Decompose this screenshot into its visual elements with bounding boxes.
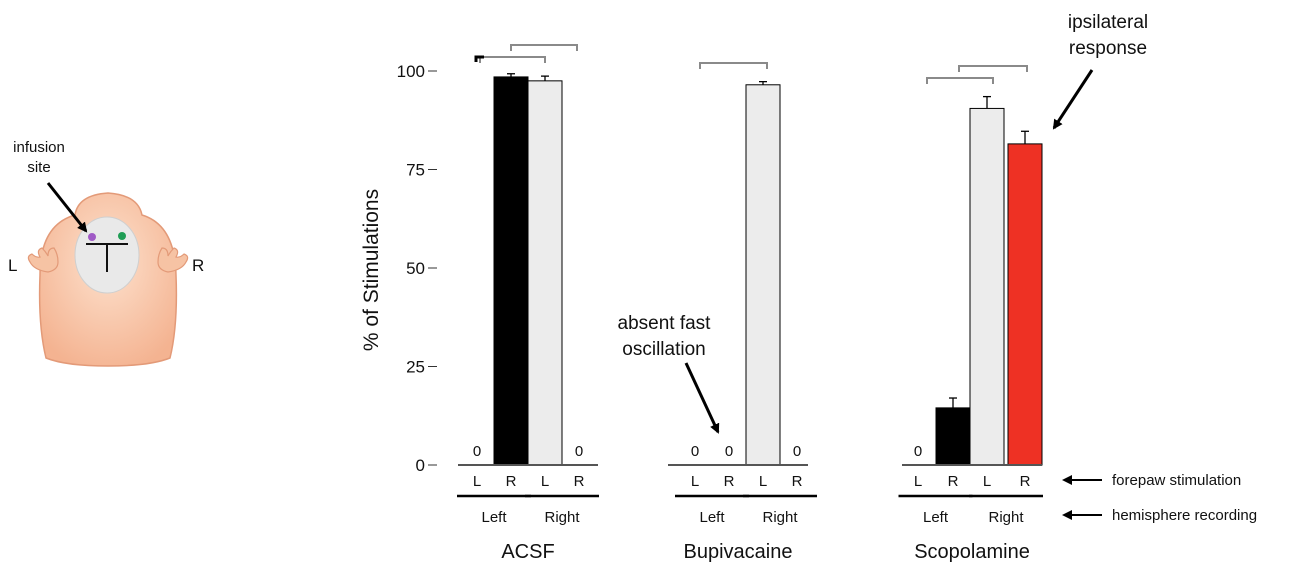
absent-annotation-line1: absent fast — [618, 313, 712, 334]
chart-title: Scopolamine — [914, 541, 1030, 563]
x-tick-label: R — [574, 473, 585, 490]
x-tick-label: R — [506, 473, 517, 490]
zero-value-label: 0 — [914, 443, 922, 460]
group-label: Left — [699, 509, 725, 526]
pup-right-label: R — [192, 256, 204, 275]
annotations: absent fast oscillation ipsilateral resp… — [618, 12, 1258, 524]
ipsilateral-annotation-line1: ipsilateral — [1068, 12, 1148, 33]
y-tick-label: 0 — [416, 456, 425, 475]
x-tick-label: L — [473, 473, 481, 490]
bar — [1007, 143, 1043, 466]
bar-charts: 0 L R L 0 R Left Right ACSF 0 L 0 R L 0 R Left Right Bupiv… — [457, 44, 1043, 563]
bar — [935, 407, 971, 466]
x-tick-label: L — [541, 473, 549, 490]
zero-value-label: 0 — [473, 443, 481, 460]
group-label: Right — [544, 509, 580, 526]
chart-0: 0 L R L 0 R Left Right ACSF — [457, 44, 599, 563]
zero-value-label: 0 — [575, 443, 583, 460]
chart-title: Bupivacaine — [684, 541, 793, 563]
significance-bracket — [958, 65, 1028, 72]
x-tick-label: L — [691, 473, 699, 490]
recording-site-dot — [118, 232, 126, 240]
zero-value-label: 0 — [725, 443, 733, 460]
y-tick-label: 100 — [397, 62, 425, 81]
absent-annotation-arrow — [684, 362, 720, 434]
forepaw-annotation-label: forepaw stimulation — [1112, 472, 1241, 489]
x-tick-label: R — [724, 473, 735, 490]
x-tick-label: L — [914, 473, 922, 490]
bracket-mark — [474, 55, 484, 62]
y-axis-ticks: 0 25 50 75 100 — [397, 62, 437, 475]
y-tick-label: 50 — [406, 259, 425, 278]
ipsilateral-annotation-line2: response — [1069, 38, 1147, 59]
right-forepaw-shape — [157, 247, 189, 273]
x-tick-label: L — [983, 473, 991, 490]
x-tick-label: L — [759, 473, 767, 490]
hemisphere-annotation-label: hemisphere recording — [1112, 507, 1257, 524]
significance-bracket — [479, 56, 546, 63]
bar — [493, 76, 529, 466]
group-label: Right — [988, 509, 1024, 526]
infusion-arrow — [46, 182, 88, 233]
significance-bracket — [510, 44, 578, 51]
chart-2: 0 L R L R Left Right Scopolamine — [898, 65, 1043, 563]
x-tick-label: R — [1020, 473, 1031, 490]
y-tick-label: 75 — [406, 161, 425, 180]
absent-annotation-line2: oscillation — [622, 339, 705, 360]
group-label: Right — [762, 509, 798, 526]
y-axis-label: % of Stimulations — [360, 189, 383, 351]
bar — [745, 84, 781, 466]
significance-bracket — [699, 62, 768, 69]
chart-1: 0 L 0 R L 0 R Left Right Bupivacaine — [668, 62, 817, 563]
infusion-label-line2: site — [27, 159, 50, 176]
infusion-label-line1: infusion — [13, 139, 65, 156]
ipsilateral-annotation-arrow — [1052, 69, 1094, 130]
chart-title: ACSF — [501, 541, 554, 563]
x-tick-label: R — [792, 473, 803, 490]
group-label: Left — [923, 509, 949, 526]
left-forepaw-shape — [27, 247, 59, 273]
group-label: Left — [481, 509, 507, 526]
y-axis: % of Stimulations 0 25 50 75 100 — [360, 62, 437, 475]
rat-pup-illustration: infusion site L R — [8, 139, 204, 367]
zero-value-label: 0 — [691, 443, 699, 460]
y-tick-label: 25 — [406, 358, 425, 377]
x-tick-label: R — [948, 473, 959, 490]
significance-bracket — [926, 77, 994, 84]
pup-left-label: L — [8, 256, 17, 275]
zero-value-label: 0 — [793, 443, 801, 460]
bar — [527, 80, 563, 466]
bar — [969, 107, 1005, 466]
infusion-site-dot — [88, 233, 96, 241]
